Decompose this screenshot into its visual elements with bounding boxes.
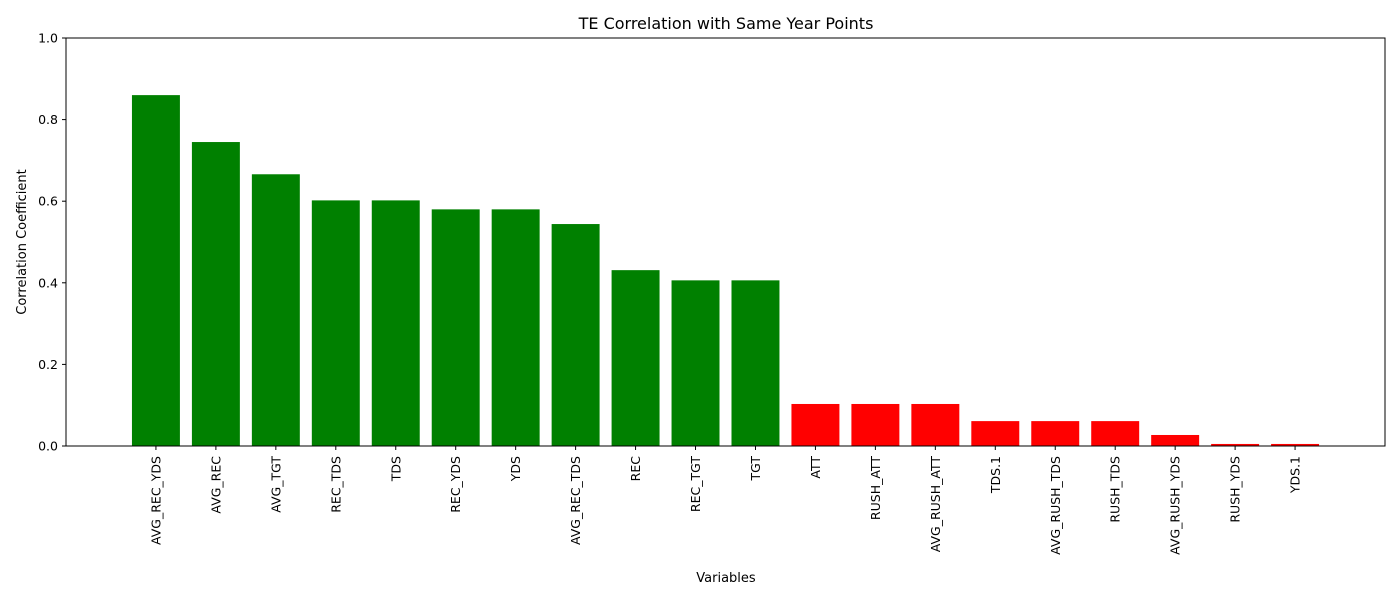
bar-tds [371,200,420,446]
bar-att [791,403,840,446]
bar-avg-rush-tds [1031,421,1080,446]
y-axis: 0.0 0.2 0.4 0.6 0.8 1.0 [38,31,66,454]
x-tick-label: AVG_TGT [268,456,283,513]
x-tick-label: TDS [388,456,403,482]
y-axis-label: Correlation Coefficient [15,169,30,315]
chart-title: TE Correlation with Same Year Points [578,14,874,33]
x-tick-label: AVG_REC_TDS [568,456,583,545]
bar-avg-rec-yds [131,95,180,447]
bar-rec-yds [431,209,480,446]
y-tick-label: 0.0 [38,439,58,454]
x-tick-label: RUSH_TDS [1108,456,1123,523]
y-tick-label: 1.0 [38,31,58,46]
bar-avg-rec [191,142,240,447]
bar-rush-tds [1091,421,1140,446]
x-tick-label: RUSH_ATT [868,456,883,520]
x-tick-label: YDS.1 [1288,456,1303,494]
x-tick-label: AVG_REC_YDS [148,456,163,545]
x-tick-label: AVG_RUSH_TDS [1048,456,1063,555]
bars-group [131,95,1320,447]
x-tick-label: YDS [508,456,523,482]
bar-avg-tgt [251,174,300,446]
x-tick-label: TDS.1 [988,456,1003,494]
bar-rec-tgt [671,280,720,446]
bar-avg-rush-att [911,403,960,446]
y-tick-label: 0.4 [38,275,58,290]
x-axis-label: Variables [696,571,756,586]
x-axis: AVG_REC_YDS AVG_REC AVG_TGT REC_TDS TDS REC_Y… [148,446,1303,555]
plot-frame [65,37,1386,447]
x-tick-label: RUSH_YDS [1228,456,1243,523]
y-tick-label: 0.8 [38,112,58,127]
bar-avg-rec-tds [551,224,600,446]
x-tick-label: REC_TDS [328,456,343,513]
x-tick-label: AVG_RUSH_ATT [928,456,943,553]
bar-yds [491,209,540,446]
x-tick-label: REC_TGT [688,456,703,512]
x-tick-label: AVG_RUSH_YDS [1168,456,1183,555]
y-tick-label: 0.2 [38,357,58,372]
bar-rush-yds [1211,443,1260,446]
bar-tgt [731,280,780,446]
bar-rush-att [851,403,900,446]
x-tick-label: TGT [748,456,763,482]
x-tick-label: ATT [808,456,823,479]
bar-yds-1 [1271,443,1320,446]
y-tick-label: 0.6 [38,194,58,209]
x-tick-label: AVG_REC [208,456,223,514]
bar-rec-tds [311,200,360,446]
bar-tds-1 [971,421,1020,446]
x-tick-label: REC [628,456,643,482]
x-tick-label: REC_YDS [448,456,463,513]
bar-rec [611,270,660,446]
bar-avg-rush-yds [1151,434,1200,446]
